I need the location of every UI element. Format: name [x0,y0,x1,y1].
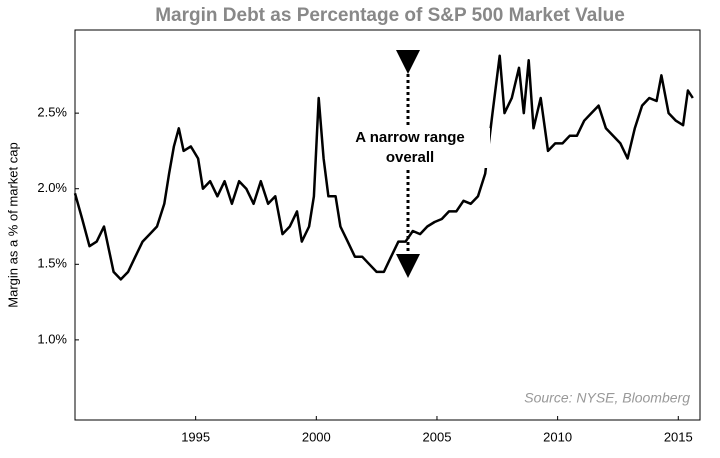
y-tick-label: 2.0% [37,180,67,195]
data-line [73,54,694,281]
x-tick-label: 2005 [423,429,452,444]
y-tick-label: 1.0% [37,331,67,346]
y-axis-label: Margin as a % of market cap [5,142,20,307]
y-tick-label: 1.5% [37,256,67,271]
x-tick-label: 2015 [664,429,693,444]
source: Source: NYSE, Bloomberg [524,390,690,406]
plot-frame [74,29,701,421]
y-tick-label: 2.5% [37,105,67,120]
x-tick-label: 2010 [543,429,572,444]
x-tick-label: 1995 [181,429,210,444]
x-tick-label: 2000 [302,429,331,444]
annotation: A narrow range overall [330,128,490,168]
chart-title: Margin Debt as Percentage of S&P 500 Mar… [155,5,625,26]
